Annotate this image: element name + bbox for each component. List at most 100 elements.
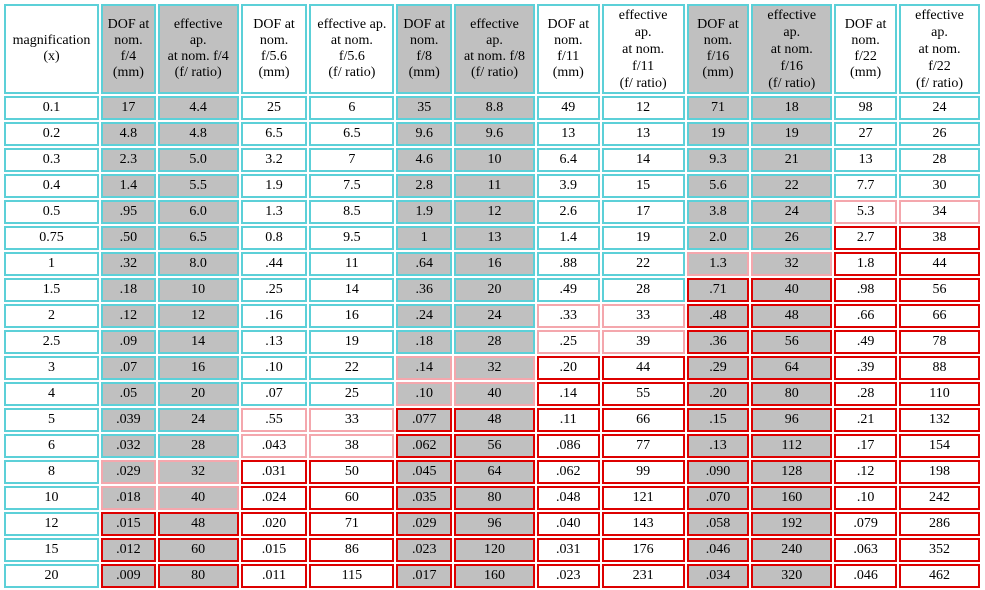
table-cell: 2.6	[536, 200, 600, 224]
table-cell: .086	[536, 434, 600, 458]
table-cell: .031	[240, 460, 308, 484]
column-header-line: DOF at	[844, 17, 887, 32]
table-cell: .079	[834, 512, 897, 536]
table-cell: 2.3	[101, 148, 156, 172]
column-header-line: effective	[470, 17, 519, 32]
table-cell: 64	[454, 460, 535, 484]
table-row: 5.039 24.55 33.077 48.11 66.15 96.21 132	[4, 408, 980, 432]
table-cell: 60	[309, 486, 395, 510]
table-cell: 66	[601, 408, 685, 432]
column-header-line: at nom. f/4	[167, 49, 229, 64]
magnification-cell: 1.5	[4, 278, 100, 302]
table-cell: .18	[396, 330, 453, 354]
column-header-line: DOF at	[547, 17, 590, 32]
column-header-line: (mm)	[408, 65, 440, 80]
table-cell: 2.8	[396, 174, 453, 198]
table-cell: 50	[309, 460, 395, 484]
table-cell: 86	[309, 538, 395, 562]
magnification-cell: 12	[4, 512, 100, 536]
table-cell: 44	[898, 252, 980, 276]
table-cell: 11	[454, 174, 535, 198]
table-row: 1.32 8.0.44 11.64 16.88 22 1.3 32 1.8 44	[4, 252, 980, 276]
column-header-line: ap.	[634, 24, 652, 40]
column-header-line: (f/ ratio)	[915, 75, 963, 91]
table-cell: 3.8	[686, 200, 750, 224]
table-cell: 24	[157, 408, 239, 432]
table-cell: 98	[834, 96, 897, 120]
table-cell: 160	[454, 564, 535, 588]
table-cell: .10	[834, 486, 897, 510]
table-cell: 13	[454, 226, 535, 250]
table-cell: 242	[898, 486, 980, 510]
table-cell: .64	[396, 252, 453, 276]
table-cell: 34	[898, 200, 980, 224]
table-cell: 6.5	[157, 226, 239, 250]
table-cell: 3.2	[240, 148, 308, 172]
column-header-line: at nom.	[622, 41, 665, 57]
table-cell: 462	[898, 564, 980, 588]
table-cell: 154	[898, 434, 980, 458]
table-cell: .058	[686, 512, 750, 536]
table-cell: .25	[240, 278, 308, 302]
table-cell: .062	[536, 460, 600, 484]
table-cell: 11	[309, 252, 395, 276]
table-cell: 14	[309, 278, 395, 302]
table-cell: .043	[240, 434, 308, 458]
table-cell: 112	[751, 434, 833, 458]
table-cell: 2.0	[686, 226, 750, 250]
table-cell: 25	[309, 382, 395, 406]
table-cell: .33	[536, 304, 600, 328]
table-cell: 121	[601, 486, 685, 510]
table-cell: 7.5	[309, 174, 395, 198]
table-cell: 56	[454, 434, 535, 458]
table-cell: 6.4	[536, 148, 600, 172]
table-cell: 30	[898, 174, 980, 198]
table-cell: 16	[454, 252, 535, 276]
table-cell: 7.7	[834, 174, 897, 198]
column-header-line: f/5.6	[338, 49, 365, 64]
table-cell: 21	[751, 148, 833, 172]
table-cell: .95	[101, 200, 156, 224]
table-cell: 39	[601, 330, 685, 354]
table-cell: 6.5	[240, 122, 308, 146]
table-cell: .71	[686, 278, 750, 302]
column-header-line: ap.	[486, 33, 503, 48]
table-cell: .28	[834, 382, 897, 406]
table-cell: 9.6	[454, 122, 535, 146]
table-cell: 26	[751, 226, 833, 250]
table-cell: .017	[396, 564, 453, 588]
table-cell: 4.4	[157, 96, 239, 120]
table-cell: .36	[686, 330, 750, 354]
table-cell: .009	[101, 564, 156, 588]
column-header-line: DOF at	[697, 17, 739, 32]
magnification-cell: 15	[4, 538, 100, 562]
table-cell: .17	[834, 434, 897, 458]
column-header-line: (x)	[43, 49, 60, 64]
table-cell: 80	[157, 564, 239, 588]
table-cell: .039	[101, 408, 156, 432]
table-cell: .034	[686, 564, 750, 588]
table-cell: 17	[101, 96, 156, 120]
column-header-line: f/11	[557, 49, 580, 64]
column-header-line: f/22	[854, 49, 877, 64]
table-row: 8.029 32.031 50.045 64.062 99.090 128.12 198	[4, 460, 980, 484]
table-cell: .55	[240, 408, 308, 432]
table-cell: 320	[751, 564, 833, 588]
column-header-line: effective	[173, 17, 223, 32]
magnification-cell: 4	[4, 382, 100, 406]
column-header-line: f/5.6	[260, 49, 288, 64]
column-header-line: ap.	[189, 33, 207, 48]
table-cell: .020	[240, 512, 308, 536]
column-header-line: effective ap.	[317, 17, 387, 32]
table-cell: .20	[536, 356, 600, 380]
table-cell: 20	[157, 382, 239, 406]
column-header-line: (mm)	[258, 65, 290, 80]
table-cell: 6	[309, 96, 395, 120]
table-cell: .062	[396, 434, 453, 458]
table-cell: .011	[240, 564, 308, 588]
column-header-line: nom.	[554, 33, 583, 48]
table-cell: .32	[101, 252, 156, 276]
table-cell: 60	[157, 538, 239, 562]
table-cell: .05	[101, 382, 156, 406]
